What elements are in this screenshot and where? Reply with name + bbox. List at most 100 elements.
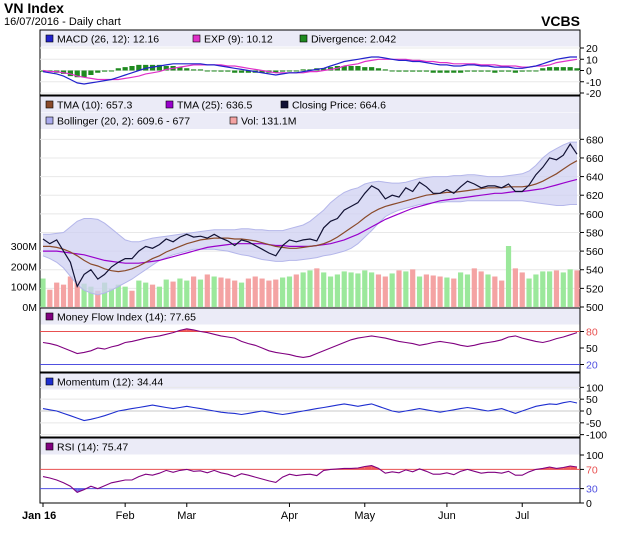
volume-bar-32 <box>259 278 265 307</box>
volume-bar-57 <box>430 275 436 307</box>
price-legend-row2-label-1: Vol: 131.1M <box>241 116 296 128</box>
divergence-bar-30 <box>245 70 251 73</box>
volume-bar-11 <box>115 284 121 307</box>
volume-bar-28 <box>232 280 238 307</box>
price-legend-band-2 <box>40 113 580 129</box>
price-tick-1: 520 <box>586 283 604 295</box>
volume-bar-49 <box>375 274 382 307</box>
volume-bar-2 <box>54 282 60 307</box>
divergence-bar-77 <box>567 67 573 71</box>
price-tick-5: 600 <box>586 209 604 221</box>
volume-bar-25 <box>211 276 217 307</box>
divergence-bar-8 <box>95 70 101 73</box>
divergence-bar-61 <box>458 70 464 73</box>
divergence-bar-23 <box>197 69 204 71</box>
divergence-bar-60 <box>451 70 457 73</box>
divergence-bar-46 <box>355 66 361 71</box>
volume-bar-66 <box>492 276 498 307</box>
volume-bar-65 <box>485 274 491 307</box>
divergence-bar-14 <box>136 64 142 71</box>
macd-legend-swatch-2 <box>299 34 308 43</box>
momentum-line <box>42 400 578 422</box>
rsi-line <box>42 465 578 494</box>
price-panel-legend-band <box>40 96 580 113</box>
macd-tick-1: 10 <box>586 54 598 66</box>
rsi-panel-legend-band <box>40 438 580 455</box>
rsi-legend-swatch-0 <box>45 442 54 451</box>
volume-bar-22 <box>191 276 197 307</box>
divergence-bar-5 <box>74 70 80 78</box>
divergence-bar-35 <box>280 70 286 72</box>
volume-bar-0 <box>40 278 46 307</box>
volume-bar-37 <box>293 274 299 307</box>
divergence-bar-63 <box>471 70 477 72</box>
price-tick-9: 680 <box>586 134 604 146</box>
volume-bar-69 <box>512 268 518 307</box>
volume-bar-16 <box>149 284 156 307</box>
volume-bar-68 <box>505 246 512 307</box>
volume-bar-33 <box>266 280 272 307</box>
divergence-bar-20 <box>177 67 183 71</box>
volume-bar-26 <box>218 277 224 307</box>
volume-bar-34 <box>273 279 279 307</box>
volume-bar-21 <box>184 280 190 307</box>
divergence-bar-49 <box>375 68 382 71</box>
divergence-bar-24 <box>204 70 210 72</box>
x-tick-3: Apr <box>281 510 298 522</box>
closing-price-line <box>42 142 578 289</box>
volume-bar-19 <box>170 281 176 307</box>
volume-bar-13 <box>129 290 135 307</box>
volume-bar-70 <box>519 272 525 307</box>
divergence-bar-74 <box>547 67 553 71</box>
volume-bar-6 <box>81 283 87 307</box>
volume-bar-30 <box>245 278 251 307</box>
volume-bar-24 <box>204 274 210 307</box>
rsi-tick-3: 0 <box>586 498 592 510</box>
divergence-bar-54 <box>410 70 416 72</box>
price-tick-7: 640 <box>586 172 604 184</box>
volume-tick-2: 200M <box>11 261 37 273</box>
volume-bar-67 <box>499 280 505 307</box>
price-tick-0: 500 <box>586 302 604 314</box>
x-tick-6: Jul <box>515 510 529 522</box>
divergence-bar-15 <box>143 64 149 71</box>
divergence-bar-50 <box>382 69 388 71</box>
volume-bar-36 <box>286 276 293 307</box>
mfi-tick-1: 50 <box>586 343 598 355</box>
volume-bar-71 <box>526 278 532 307</box>
volume-bar-15 <box>143 282 149 307</box>
x-tick-5: Jun <box>438 510 456 522</box>
price-tick-4: 580 <box>586 227 604 239</box>
divergence-bar-70 <box>519 70 525 72</box>
bollinger-band <box>43 142 577 295</box>
mfi-panel-legend-band <box>40 308 580 325</box>
divergence-bar-76 <box>560 67 566 71</box>
price-legend-row2-swatch-0 <box>45 116 54 125</box>
divergence-bar-48 <box>369 67 375 71</box>
divergence-bar-6 <box>81 70 87 78</box>
macd-legend-label-2: Divergence: 2.042 <box>311 34 396 46</box>
volume-bar-35 <box>280 277 286 307</box>
divergence-bar-28 <box>232 70 238 73</box>
volume-bar-40 <box>314 268 320 307</box>
divergence-bar-45 <box>348 66 354 71</box>
divergence-bar-37 <box>293 70 299 72</box>
divergence-bar-71 <box>526 70 532 72</box>
volume-tick-1: 100M <box>11 282 37 294</box>
divergence-bar-26 <box>218 70 224 72</box>
volume-bar-20 <box>177 278 183 307</box>
divergence-bar-38 <box>300 69 306 71</box>
volume-bar-56 <box>423 274 429 307</box>
momentum-tick-1: 50 <box>586 394 598 406</box>
macd-panel-legend-band <box>40 30 580 47</box>
volume-bar-54 <box>410 269 416 307</box>
divergence-bar-9 <box>102 70 108 72</box>
price-tick-2: 540 <box>586 265 604 277</box>
divergence-bar-73 <box>540 68 546 71</box>
volume-bar-72 <box>533 274 539 307</box>
divergence-bar-34 <box>273 70 279 73</box>
macd-legend-swatch-1 <box>192 34 201 43</box>
mfi-legend-label-0: Money Flow Index (14): 77.65 <box>57 312 196 324</box>
provider-label: VCBS <box>541 13 580 29</box>
volume-tick-3: 300M <box>11 241 37 253</box>
